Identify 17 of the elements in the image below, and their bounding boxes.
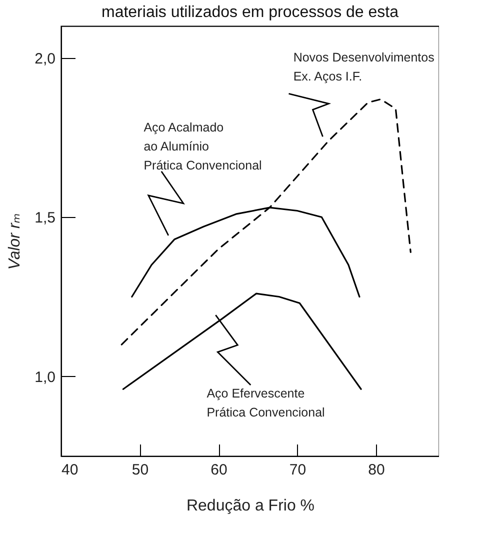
y-tick-label: 1,5 (34, 210, 56, 227)
x-tick-label: 80 (368, 462, 385, 478)
annotation: Aço Efervescente Prática Convencional (206, 386, 325, 420)
chart-title: materiais utilizados em processos de esta (101, 4, 399, 21)
x-tick-label: 40 (62, 462, 78, 478)
x-tick-label: 50 (132, 462, 149, 478)
x-tick-label: 70 (289, 462, 306, 478)
x-tick-label: 60 (210, 462, 228, 478)
line-series (131, 206, 360, 298)
annotation: Novos Desenvolvimentos Ex. Aços I.F. (293, 50, 434, 84)
line-series (120, 98, 412, 346)
y-tick-label: 1,0 (34, 368, 56, 386)
y-axis-title: Valor rₘ (6, 213, 24, 270)
y-tick-label: 2,0 (34, 50, 56, 68)
annotation: Aço Acalmado ao Alumínio Prática Convencional (144, 120, 262, 173)
x-axis-title: Redução a Frio % (186, 498, 315, 514)
line-series (122, 292, 362, 390)
